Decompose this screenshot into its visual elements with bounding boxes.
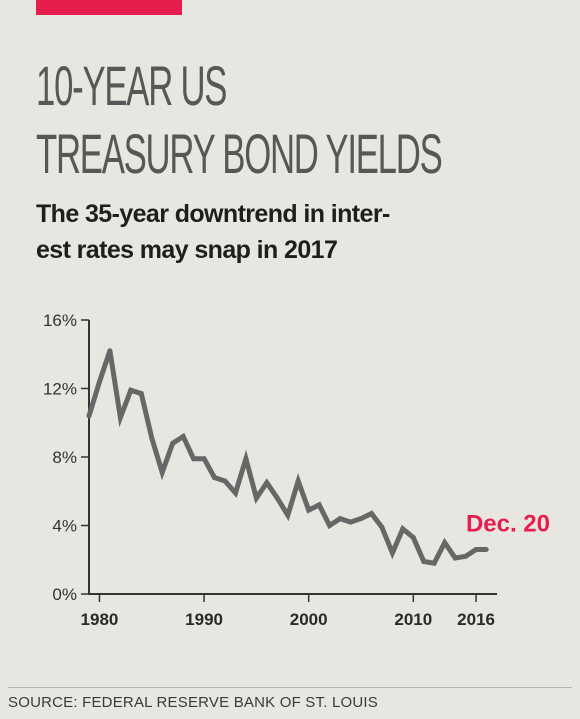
- data-point: [86, 413, 92, 419]
- data-point: [316, 502, 322, 508]
- data-point: [431, 560, 437, 566]
- data-point: [159, 469, 165, 475]
- data-point: [264, 480, 270, 486]
- data-point: [369, 511, 374, 516]
- chart-title-line-2: TREASURY BOND YIELDS: [36, 122, 443, 185]
- data-point: [452, 555, 458, 561]
- x-tick-label: 2010: [394, 610, 432, 629]
- data-point: [473, 547, 479, 552]
- x-tick-label: 1980: [81, 610, 119, 629]
- data-point: [222, 478, 228, 484]
- data-point: [389, 550, 395, 556]
- chart-title: 10-YEAR US TREASURY BOND YIELDS: [36, 52, 443, 188]
- chart-subtitle-line-2: est rates may snap in 2017: [36, 236, 338, 264]
- data-point: [243, 456, 249, 462]
- data-point: [201, 456, 207, 462]
- source-note: SOURCE: FEDERAL RESERVE BANK OF ST. LOUI…: [8, 694, 378, 711]
- data-point: [358, 516, 364, 522]
- data-point: [410, 535, 416, 540]
- data-point: [117, 415, 123, 421]
- y-tick-label: 16%: [43, 311, 77, 330]
- y-tick-label: 0%: [52, 585, 77, 604]
- data-point: [285, 512, 291, 518]
- data-point: [295, 478, 301, 484]
- annotation-dec-20: Dec. 20: [466, 510, 550, 537]
- data-point: [337, 516, 343, 522]
- data-point: [128, 387, 134, 393]
- chart-subtitle: The 35-year downtrend in inter- est rate…: [36, 196, 556, 268]
- data-point: [180, 434, 186, 439]
- data-point: [212, 475, 217, 481]
- data-point: [97, 379, 102, 385]
- data-point: [400, 526, 406, 532]
- data-point: [483, 547, 489, 552]
- data-point: [274, 495, 280, 501]
- data-point: [379, 524, 385, 530]
- data-point: [306, 507, 312, 513]
- y-tick-label: 4%: [52, 517, 77, 536]
- x-tick-label: 2016: [457, 610, 495, 629]
- source-divider: [8, 687, 572, 688]
- series-line-yields: [86, 350, 487, 566]
- x-tick-label: 1990: [185, 610, 223, 629]
- data-point: [191, 456, 197, 462]
- data-point: [170, 440, 176, 446]
- data-point: [149, 435, 155, 441]
- data-point: [421, 559, 427, 564]
- y-tick-label: 12%: [43, 380, 77, 399]
- data-point: [107, 348, 113, 354]
- data-point: [348, 519, 353, 525]
- y-tick-label: 8%: [52, 448, 77, 467]
- data-point: [327, 523, 333, 528]
- data-point: [442, 540, 448, 546]
- data-point: [138, 391, 144, 397]
- line-chart: 0% 4% 8% 12% 16% 1980 1990 2000 2010 2016 Dec. 20: [43, 311, 550, 629]
- chart-title-line-1: 10-YEAR US: [36, 54, 227, 117]
- data-point: [463, 553, 469, 559]
- accent-bar: [36, 0, 182, 15]
- data-point: [233, 490, 238, 496]
- chart-subtitle-line-1: The 35-year downtrend in inter-: [36, 200, 390, 228]
- x-tick-label: 2000: [290, 610, 328, 629]
- data-point: [253, 495, 259, 501]
